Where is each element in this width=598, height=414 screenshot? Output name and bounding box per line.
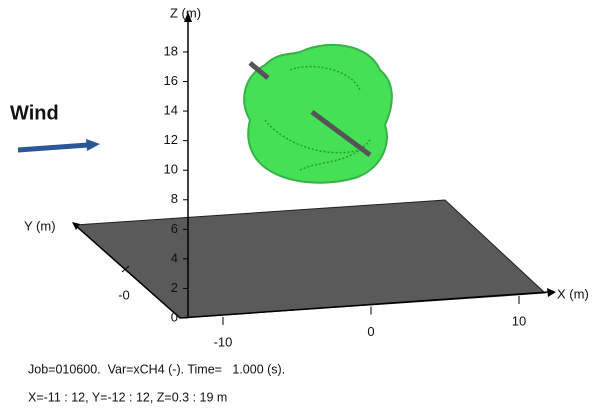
z-tick-label: 2 <box>171 280 178 295</box>
wind-arrow <box>17 139 100 153</box>
z-tick-label: 12 <box>164 132 178 147</box>
x-tick-label: 10 <box>512 313 526 328</box>
z-axis-label: Z (m) <box>170 5 201 20</box>
z-arrow <box>184 12 192 22</box>
z-tick-label: 0 <box>171 309 178 324</box>
z-tick-label: 4 <box>171 250 178 265</box>
x-tick-label: 0 <box>367 324 374 339</box>
y-arrow <box>72 222 80 230</box>
y-axis-label: Y (m) <box>24 218 56 233</box>
z-tick-label: 8 <box>171 191 178 206</box>
y-tick <box>121 265 130 273</box>
ground-plane <box>73 199 547 319</box>
x-tick-label: -10 <box>214 334 233 349</box>
footer-line: X=-11 : 12, Y=-12 : 12, Z=0.3 : 19 m <box>28 390 227 404</box>
z-tick-label: 10 <box>164 162 178 177</box>
z-tick-label: 18 <box>164 43 178 58</box>
x-axis <box>179 291 549 319</box>
footer-line: Job=010600. Var=xCH4 (-). Time= 1.000 (s… <box>28 362 285 376</box>
z-tick-label: 14 <box>164 103 178 118</box>
wind-label: Wind <box>10 102 59 124</box>
y-axis <box>74 224 181 319</box>
z-tick-label: 16 <box>164 73 178 88</box>
y-tick-label: -0 <box>118 287 130 302</box>
z-tick-label: 6 <box>171 221 178 236</box>
gas-cloud <box>243 43 393 184</box>
x-arrow <box>547 288 556 297</box>
x-axis-label: X (m) <box>557 286 589 301</box>
